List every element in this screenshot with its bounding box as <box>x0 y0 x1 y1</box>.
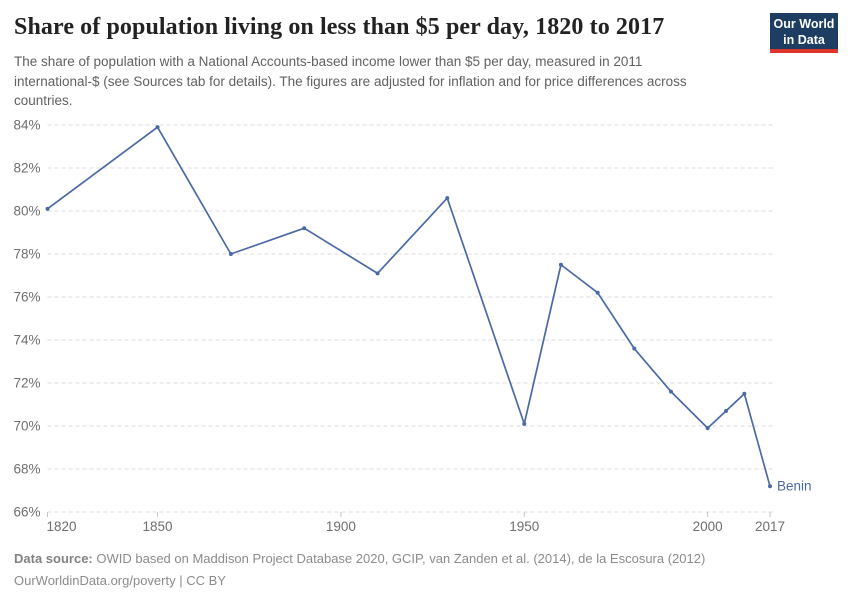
chart-title: Share of population living on less than … <box>14 14 665 40</box>
y-axis-label-84: 84% <box>13 118 40 133</box>
data-point-benin-1890[interactable] <box>302 226 307 231</box>
data-point-benin-1960[interactable] <box>558 262 563 267</box>
data-point-benin-1970[interactable] <box>595 290 600 295</box>
data-point-benin-1950[interactable] <box>522 421 527 426</box>
data-point-benin-1980[interactable] <box>632 346 637 351</box>
series-label-benin[interactable]: Benin <box>777 479 812 494</box>
data-source-text: OWID based on Maddison Project Database … <box>92 551 706 566</box>
chart-footer: Data source: OWID based on Maddison Proj… <box>14 548 814 591</box>
data-point-benin-1929[interactable] <box>445 196 450 201</box>
owid-url-link[interactable]: OurWorldinData.org/poverty | CC BY <box>14 572 226 588</box>
y-axis-label-70: 70% <box>13 419 40 434</box>
data-point-benin-2010[interactable] <box>742 391 747 396</box>
data-source-line: Data source: OWID based on Maddison Proj… <box>14 548 814 570</box>
x-axis-label-2000: 2000 <box>693 519 723 534</box>
data-point-benin-1850[interactable] <box>155 125 160 130</box>
x-axis-label-1820: 1820 <box>47 519 77 534</box>
y-axis-label-68: 68% <box>13 462 40 477</box>
y-axis-label-66: 66% <box>13 505 40 520</box>
data-point-benin-1990[interactable] <box>668 389 673 394</box>
data-point-benin-1820[interactable] <box>45 206 50 211</box>
y-axis-label-82: 82% <box>13 161 40 176</box>
y-axis-label-74: 74% <box>13 333 40 348</box>
owid-logo-line2: in Data <box>783 33 825 47</box>
data-point-benin-2000[interactable] <box>705 426 710 431</box>
x-axis-label-1950: 1950 <box>509 519 539 534</box>
data-point-benin-1870[interactable] <box>228 252 233 256</box>
owid-logo[interactable]: Our World in Data <box>770 13 838 53</box>
y-axis-label-72: 72% <box>13 376 40 391</box>
data-point-benin-2017[interactable] <box>768 484 772 489</box>
y-axis-label-78: 78% <box>13 247 40 262</box>
data-point-benin-1910[interactable] <box>375 271 380 276</box>
data-source-label: Data source: <box>14 551 93 566</box>
chart-subtitle: The share of population with a National … <box>14 54 687 108</box>
y-axis-label-80: 80% <box>13 204 40 219</box>
owid-logo-line1: Our World <box>773 17 835 31</box>
x-axis-label-1850: 1850 <box>143 519 173 534</box>
series-line-benin[interactable] <box>46 126 771 488</box>
y-axis-label-76: 76% <box>13 290 40 305</box>
x-axis-label-1900: 1900 <box>326 519 356 534</box>
x-axis-label-2017: 2017 <box>755 519 785 534</box>
data-point-benin-2005[interactable] <box>723 408 728 413</box>
